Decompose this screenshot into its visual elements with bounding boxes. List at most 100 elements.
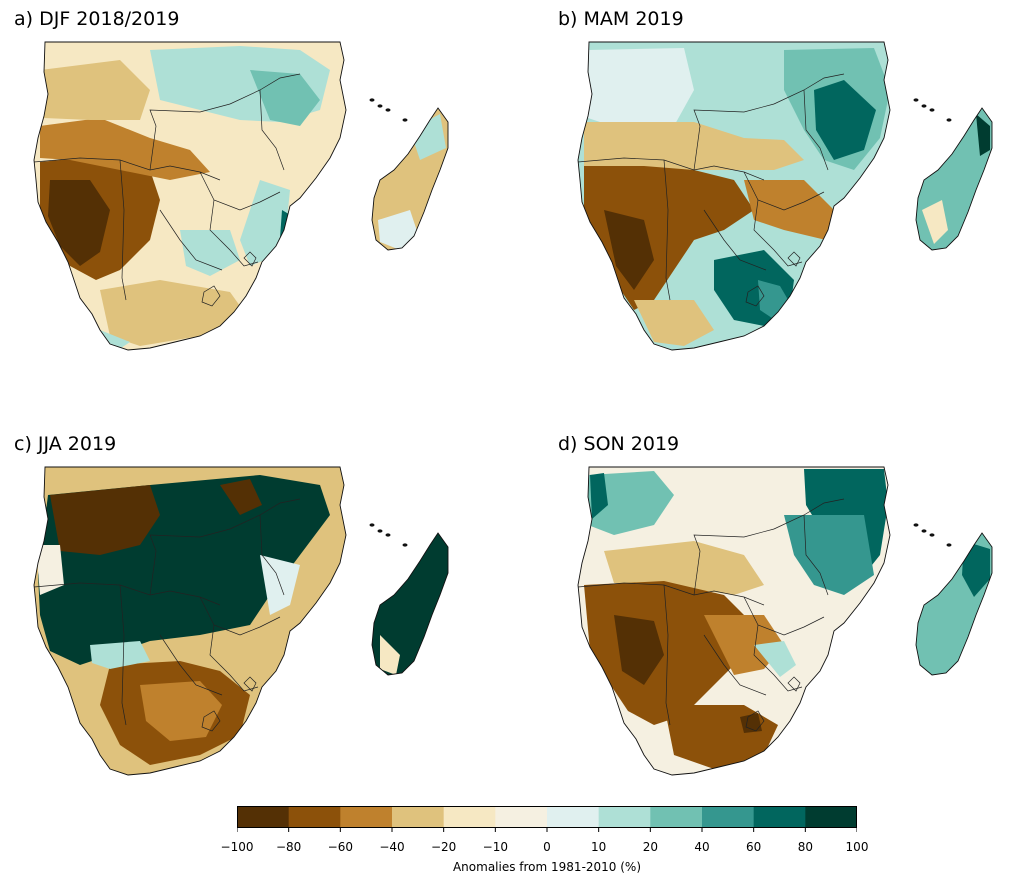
anomaly-region	[962, 541, 990, 597]
anomaly-region	[784, 515, 874, 595]
country-border	[787, 676, 801, 692]
colorbar-swatch	[753, 806, 806, 828]
anomaly-region	[614, 615, 664, 685]
island	[402, 543, 408, 547]
panel-a-title: a) DJF 2018/2019	[14, 8, 180, 30]
anomaly-region	[976, 114, 990, 156]
country-border	[209, 624, 259, 692]
colorbar-tick-label: −20	[430, 840, 457, 854]
coastline	[577, 41, 891, 351]
anomaly-region	[588, 471, 674, 535]
colorbar-swatch	[340, 806, 393, 828]
colorbar-swatch	[805, 806, 857, 828]
island	[929, 108, 935, 112]
coastline	[371, 532, 449, 676]
colorbar-swatch	[392, 806, 445, 828]
anomaly-region	[814, 80, 876, 160]
colorbar-swatch	[547, 806, 600, 828]
country-border	[159, 634, 223, 696]
country-border	[119, 584, 127, 726]
island	[929, 533, 935, 537]
anomaly-region	[40, 60, 150, 120]
colorbar-tick-label: 80	[797, 840, 813, 854]
country-border	[663, 159, 671, 301]
island	[921, 104, 927, 108]
coastline	[33, 466, 347, 776]
country-border	[243, 251, 257, 267]
country-border	[745, 285, 765, 307]
anomaly-region	[634, 300, 714, 346]
map-panel-d	[577, 466, 993, 776]
anomaly-field	[34, 42, 448, 350]
country-border	[229, 498, 301, 530]
coastline	[33, 41, 347, 351]
coastline	[915, 107, 993, 251]
anomaly-region	[180, 230, 240, 276]
colorbar-swatch	[443, 806, 496, 828]
island	[913, 98, 919, 102]
coastline	[371, 107, 449, 251]
country-border	[149, 528, 231, 596]
country-border	[159, 209, 223, 271]
country-border	[201, 710, 221, 732]
anomaly-region	[380, 635, 400, 675]
anomaly-region	[220, 479, 262, 515]
country-border	[753, 199, 803, 267]
anomaly-region	[754, 641, 796, 677]
colorbar-tick-label: −100	[220, 840, 254, 854]
colorbar-tick-label: −60	[327, 840, 353, 854]
colorbar-tick-label: 60	[746, 840, 762, 854]
country-border	[149, 103, 231, 171]
island	[385, 108, 391, 112]
country-border	[773, 498, 845, 530]
colorbar-swatch	[598, 806, 651, 828]
country-border	[119, 159, 127, 301]
country-border	[201, 285, 221, 307]
colorbar-tick-label: 0	[543, 840, 551, 854]
colorbar-tick-label: −80	[275, 840, 302, 854]
country-border	[209, 199, 259, 267]
anomaly-field	[578, 467, 992, 775]
anomaly-region	[604, 541, 764, 595]
colorbar-tick-label: 100	[845, 840, 869, 854]
panel-c-title: c) JJA 2019	[14, 433, 117, 455]
colorbar-swatch	[288, 806, 341, 828]
country-border	[787, 251, 801, 267]
colorbar-swatch	[237, 806, 290, 828]
country-border	[259, 514, 285, 596]
island	[946, 543, 952, 547]
colorbar-swatch	[495, 806, 548, 828]
island	[369, 523, 375, 527]
country-border	[803, 89, 829, 171]
anomaly-region	[588, 48, 694, 130]
colorbar-tick-label: −10	[482, 840, 508, 854]
coastline	[577, 466, 891, 776]
island	[377, 104, 383, 108]
country-border	[703, 634, 767, 696]
anomaly-region	[48, 180, 110, 266]
anomaly-region	[250, 70, 320, 126]
colorbar-frame	[237, 806, 857, 828]
anomaly-region	[604, 210, 654, 290]
anomaly-region	[590, 473, 608, 519]
coastline	[915, 532, 993, 676]
anomaly-region	[40, 118, 210, 180]
anomaly-field	[578, 42, 992, 350]
island	[385, 533, 391, 537]
anomaly-region	[100, 330, 130, 350]
colorbar-tick-label: 40	[694, 840, 710, 854]
island	[921, 529, 927, 533]
island	[913, 523, 919, 527]
map-panel-a	[33, 41, 449, 351]
country-border	[199, 596, 281, 636]
colorbar-ticks: −100 −80 −60 −40 −20 −10 0 10 20 40 60 80 100	[221, 840, 869, 856]
colorbar-tick-label: 10	[591, 840, 607, 854]
colorbar-tick-label: −40	[379, 840, 405, 854]
country-border	[745, 710, 765, 732]
anomaly-region	[50, 485, 160, 555]
country-border	[693, 103, 775, 171]
country-border	[663, 584, 671, 726]
country-border	[773, 73, 845, 105]
colorbar-swatch	[702, 806, 755, 828]
panel-b-title: b) MAM 2019	[558, 8, 684, 30]
